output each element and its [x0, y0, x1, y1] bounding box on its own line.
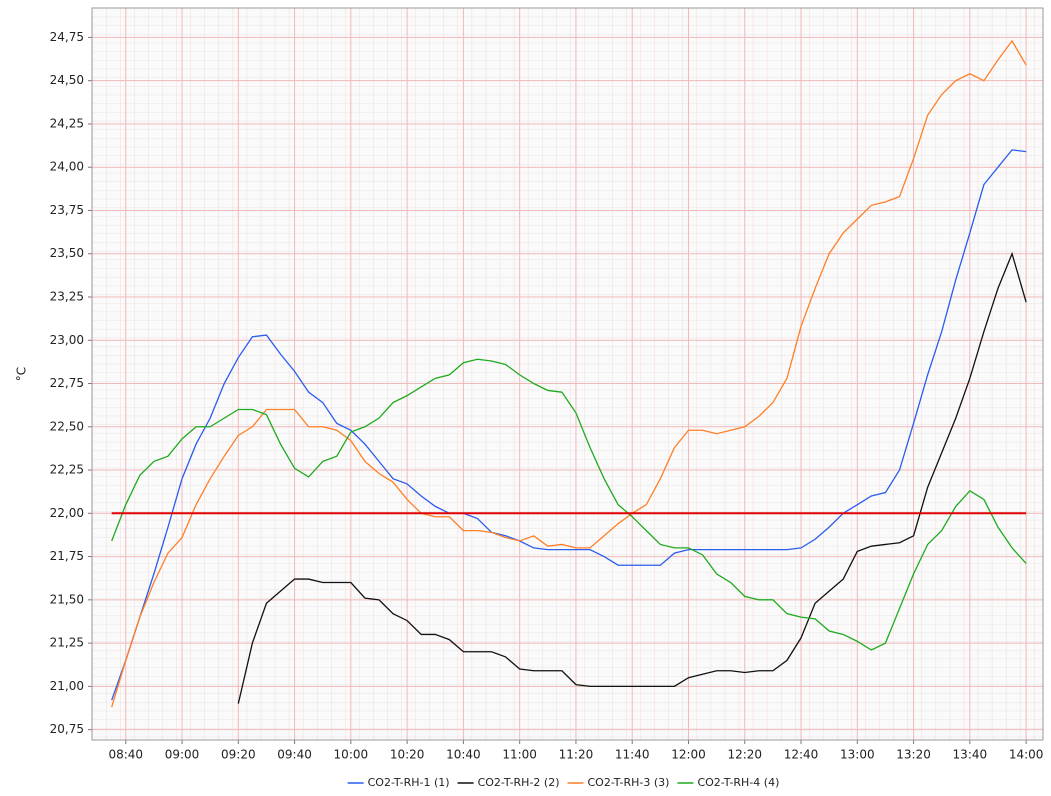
legend-label: CO2-T-RH-4 (4): [697, 776, 779, 789]
y-tick-label: 24,75: [50, 30, 84, 44]
x-tick-label: 10:00: [334, 748, 369, 762]
legend-item: CO2-T-RH-3 (3): [567, 776, 670, 789]
legend: CO2-T-RH-1 (1) CO2-T-RH-2 (2) CO2-T-RH-3 (…: [347, 776, 779, 789]
legend-item: CO2-T-RH-4 (4): [677, 776, 779, 789]
x-tick-label: 11:00: [502, 748, 537, 762]
minor-grid: [92, 8, 1043, 740]
y-tick-label: 23,75: [50, 203, 84, 217]
legend-label: CO2-T-RH-3 (3): [588, 776, 670, 789]
y-tick-label: 21,75: [50, 549, 84, 563]
x-tick-label: 13:40: [953, 748, 988, 762]
series-line: [111, 39, 1027, 708]
x-tick-label: 09:40: [277, 748, 312, 762]
y-tick-label: 21,00: [50, 679, 84, 693]
y-tick-label: 23,25: [50, 289, 84, 303]
x-tick-label: 12:40: [784, 748, 819, 762]
legend-label: CO2-T-RH-1 (1): [368, 776, 450, 789]
y-tick-label: 21,25: [50, 636, 84, 650]
x-tick-label: 14:00: [1009, 748, 1044, 762]
x-tick-label: 11:40: [615, 748, 650, 762]
y-tick-label: 20,75: [50, 722, 84, 736]
series-line: [111, 358, 1027, 651]
plot-border: [91, 7, 1044, 741]
x-tick-label: 13:00: [840, 748, 875, 762]
series-line: [237, 251, 1027, 704]
y-tick-label: 24,50: [50, 73, 84, 87]
marks: [111, 39, 1027, 708]
series-line: [111, 149, 1027, 701]
y-tick-label: 22,00: [50, 506, 84, 520]
legend-item: CO2-T-RH-1 (1): [347, 776, 450, 789]
x-tick-label: 09:00: [165, 748, 200, 762]
x-tick-label: 13:20: [896, 748, 931, 762]
y-tick-label: 24,00: [50, 160, 84, 174]
y-tick-label: 23,50: [50, 246, 84, 260]
y-tick-label: 24,25: [50, 116, 84, 130]
y-tick-label: 23,00: [50, 333, 84, 347]
y-tick-label: 22,25: [50, 463, 84, 477]
x-tick-label: 09:20: [221, 748, 256, 762]
legend-label: CO2-T-RH-2 (2): [478, 776, 560, 789]
legend-item: CO2-T-RH-2 (2): [457, 776, 560, 789]
x-tick-label: 08:40: [108, 748, 143, 762]
x-tick-label: 12:00: [671, 748, 706, 762]
x-tick-label: 10:40: [446, 748, 481, 762]
y-tick-label: 22,50: [50, 419, 84, 433]
y-axis-label: °C: [15, 367, 29, 381]
x-tick-label: 10:20: [390, 748, 425, 762]
y-tick-label: 22,75: [50, 376, 84, 390]
x-tick-label: 12:20: [727, 748, 762, 762]
x-tick-label: 11:20: [559, 748, 594, 762]
y-tick-label: 21,50: [50, 592, 84, 606]
